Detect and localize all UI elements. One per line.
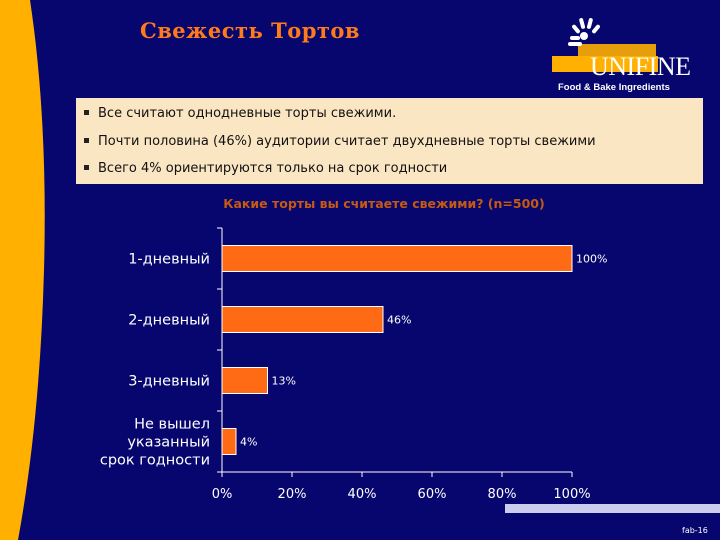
key-findings-panel: Все считают однодневные торты свежими. П…	[76, 98, 703, 184]
bar	[221, 245, 573, 272]
slide-number: fab-16	[682, 526, 708, 535]
logo-wordmark: UNIFINE	[590, 52, 691, 81]
data-label: 13%	[272, 375, 296, 388]
category-label: срок годности	[100, 453, 210, 469]
x-tick-label: 60%	[418, 487, 447, 502]
bullet-item: Всего 4% ориентируются только на срок го…	[84, 161, 447, 176]
chart-title: Какие торты вы считаете свежими? (n=500)	[223, 196, 545, 211]
unifine-logo: UNIFINE Food & Bake Ingredients	[548, 14, 698, 94]
x-tick-label: 20%	[278, 487, 307, 502]
logo-tagline: Food & Bake Ingredients	[558, 82, 670, 93]
x-tick-label: 40%	[348, 487, 377, 502]
x-tick-label: 100%	[553, 487, 590, 502]
data-label: 100%	[576, 253, 607, 266]
sun-icon	[552, 18, 658, 72]
bullet-item: Все считают однодневные торты свежими.	[84, 106, 396, 121]
x-tick-label: 80%	[488, 487, 517, 502]
bullet-text: Всего 4% ориентируются только на срок го…	[98, 161, 448, 176]
slide-title: Свежесть Тортов	[140, 18, 361, 43]
data-label: 4%	[240, 436, 257, 449]
bullet-marker-icon	[84, 165, 89, 170]
bullet-item: Почти половина (46%) аудитории считает д…	[84, 134, 596, 149]
category-label: 3-дневный	[128, 374, 210, 390]
category-label: Не вышел	[134, 417, 210, 433]
bullet-text: Все считают однодневные торты свежими.	[98, 106, 397, 121]
category-label: 1-дневный	[128, 252, 210, 268]
left-decorative-stripe	[0, 0, 45, 540]
category-label: 2-дневный	[128, 313, 210, 329]
bullet-marker-icon	[84, 110, 89, 115]
bullet-marker-icon	[84, 138, 89, 143]
bar	[221, 367, 268, 394]
bar	[221, 428, 237, 455]
x-tick-label: 0%	[212, 487, 233, 502]
category-label: указанный	[127, 435, 210, 451]
data-label: 46%	[387, 314, 411, 327]
bullet-text: Почти половина (46%) аудитории считает д…	[98, 134, 596, 149]
bar	[221, 306, 384, 333]
footer-bar	[505, 504, 720, 513]
